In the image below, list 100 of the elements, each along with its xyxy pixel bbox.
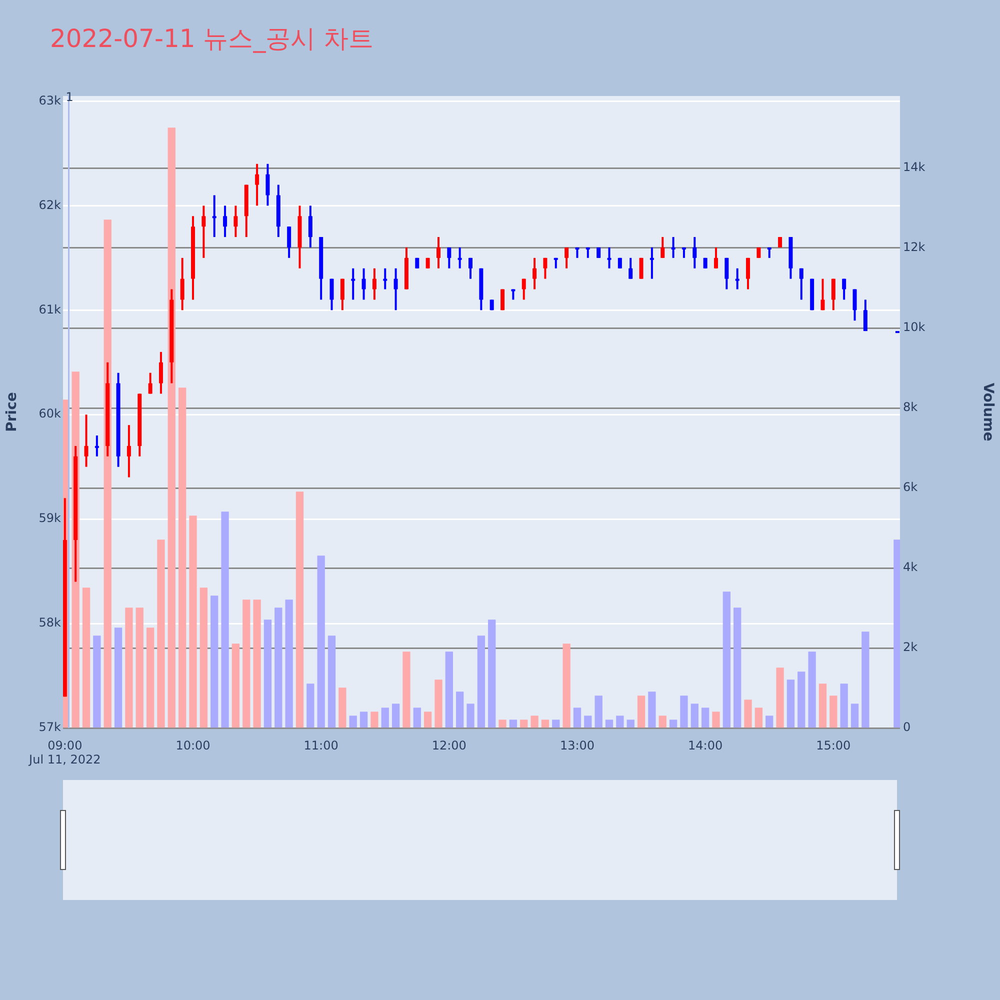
bar: [658, 716, 666, 728]
bar: [637, 696, 646, 728]
y-tick-label: 57k: [38, 720, 62, 734]
bar: [402, 652, 410, 728]
bar: [808, 652, 816, 728]
y2-tick-label: 2k: [903, 640, 918, 654]
bar: [541, 720, 550, 728]
candlestick: [202, 204, 206, 259]
candlestick: [287, 226, 292, 259]
y2-tick-label: 12k: [903, 240, 926, 254]
candlestick: [84, 414, 88, 468]
bar: [776, 668, 784, 728]
x-tick-label: 13:00: [560, 738, 595, 752]
candlestick: [351, 267, 356, 301]
candlestick: [522, 278, 526, 301]
bar: [766, 716, 774, 728]
y2-tick-label: 10k: [903, 320, 926, 334]
y2-tick-label: 14k: [903, 160, 926, 174]
y2-tick-label: 0: [903, 720, 911, 734]
bar: [370, 712, 378, 728]
candlestick: [126, 424, 131, 478]
bar: [349, 716, 357, 728]
bar: [648, 692, 656, 728]
y2-axis-title: Volume: [980, 382, 996, 442]
y2-tick-label: 4k: [903, 560, 918, 574]
x-tick-label: 09:00 Jul 11, 2022: [28, 738, 101, 767]
bar: [296, 492, 304, 728]
y-tick-label: 59k: [38, 511, 62, 526]
bar: [210, 596, 218, 728]
bar: [253, 600, 261, 728]
y-tick-label: 61k: [38, 302, 62, 316]
bar: [285, 600, 293, 728]
bar: [242, 600, 250, 728]
candlestick: [362, 267, 366, 301]
bar: [690, 704, 698, 728]
x-tick-label: 15:00: [816, 738, 851, 752]
bar: [136, 608, 144, 728]
candlestick: [714, 246, 718, 270]
x-tick-label: 10:00: [176, 738, 210, 752]
candlestick: [340, 278, 344, 312]
x-tick-label: 14:00: [688, 738, 723, 752]
bar: [722, 592, 730, 728]
candlestick: [746, 256, 750, 290]
candlestick: [458, 246, 462, 270]
bar: [488, 620, 496, 728]
bar: [594, 696, 602, 728]
bar: [520, 720, 528, 728]
candlestick: [852, 288, 857, 322]
y-axis-title: Price: [4, 392, 20, 432]
bar: [573, 708, 582, 728]
candlestick: [394, 267, 398, 312]
candlestick: [234, 204, 238, 238]
bar: [317, 556, 325, 728]
bar: [381, 708, 389, 728]
bar: [477, 636, 486, 728]
bar: [232, 644, 240, 728]
bar: [498, 720, 506, 728]
candlestick: [543, 256, 548, 280]
candlestick: [692, 236, 697, 270]
bar: [840, 684, 848, 728]
candlestick: [671, 236, 676, 259]
bar: [701, 708, 710, 728]
bar: [830, 696, 838, 728]
annotation: 1: [66, 90, 74, 104]
candlestick: [330, 278, 334, 312]
bar: [894, 540, 900, 728]
candlestick: [820, 278, 825, 312]
bar: [157, 540, 165, 728]
candlestick: [468, 256, 473, 280]
bar: [798, 672, 806, 728]
candlestick: [650, 246, 654, 280]
bar: [818, 684, 827, 728]
candlestick: [266, 162, 270, 207]
bar: [424, 712, 432, 728]
candlestick: [863, 298, 868, 332]
bar: [734, 608, 742, 728]
bar: [786, 680, 795, 728]
bar: [200, 588, 208, 728]
candlestick: [842, 278, 846, 301]
candlestick: [436, 236, 440, 270]
candlestick: [308, 204, 312, 248]
bar: [306, 684, 314, 728]
bar: [104, 220, 112, 728]
bar: [264, 620, 272, 728]
bar: [456, 692, 464, 728]
y2-tick-label: 6k: [903, 480, 918, 494]
candlestick: [94, 434, 99, 458]
bar: [434, 680, 442, 728]
bar: [328, 636, 336, 728]
candlestick: [799, 267, 804, 301]
x-tick-label: 12:00: [432, 738, 466, 752]
bar: [562, 644, 570, 728]
candlestick: [532, 256, 537, 290]
bar: [712, 712, 720, 728]
y2-tick-label: 8k: [903, 400, 918, 414]
bar: [509, 720, 518, 728]
candlestick: [372, 267, 376, 301]
candlestick: [735, 267, 740, 290]
candlestick: [660, 236, 665, 259]
bar: [445, 652, 453, 728]
